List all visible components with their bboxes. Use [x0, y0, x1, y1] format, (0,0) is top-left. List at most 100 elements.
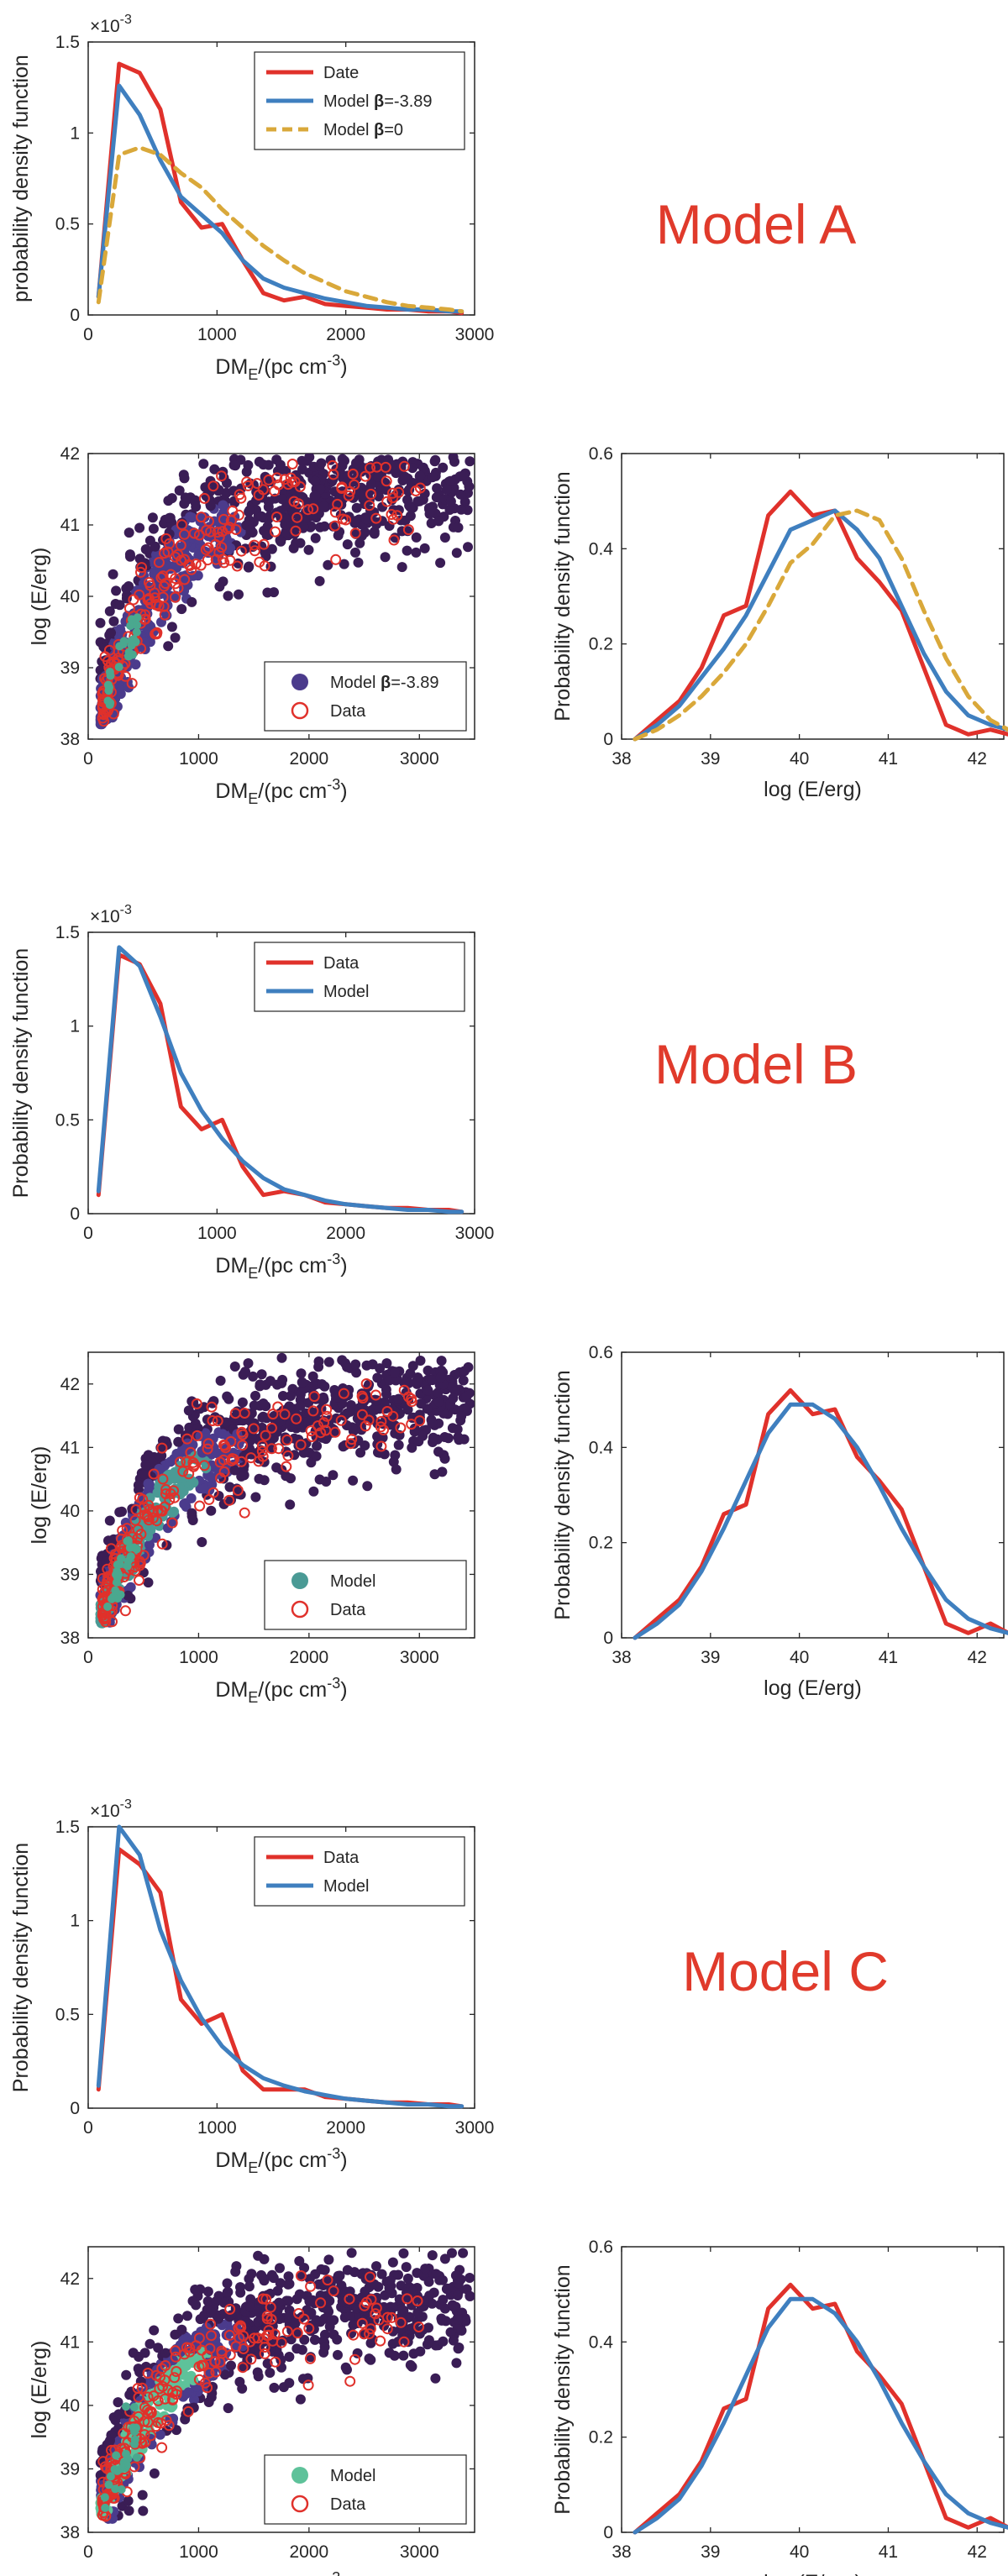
- A_scatter-data-point: [200, 543, 212, 555]
- B_scatter-model-point: [399, 1377, 410, 1388]
- A_scatter-model-point: [407, 463, 418, 474]
- B_scatter-model-point: [351, 1367, 362, 1378]
- C_scatter-model-point: [299, 2334, 310, 2345]
- C_scatter-model-point: [334, 2270, 345, 2281]
- B_scatter-data-point: [97, 1572, 108, 1584]
- C_scatter-model-point: [182, 2311, 192, 2322]
- B_scatter-data-point: [119, 1605, 131, 1617]
- C_scatter-ytick-label: 40: [60, 2396, 80, 2416]
- B_dm-xtick-label: 3000: [455, 1224, 495, 1243]
- B_scatter-model-point: [390, 1428, 401, 1439]
- A_scatter-model-point: [123, 581, 134, 591]
- A_scatter-model-point: [164, 528, 175, 539]
- B_dm-ytick-label: 1.5: [55, 923, 80, 942]
- B_scatter-model-point: [303, 1416, 314, 1427]
- A_scatter-model-point: [342, 539, 353, 550]
- B_scatter-model-point: [162, 1523, 173, 1534]
- A_dm-legend-label: Model β=-3.89: [323, 92, 433, 111]
- B_scatter-model-point: [218, 1498, 229, 1509]
- B_scatter-model-point: [313, 1361, 324, 1372]
- B_scatter-ytick-label: 39: [60, 1565, 80, 1584]
- C_scatter-data-point: [181, 2342, 192, 2353]
- C_scatter-model-point: [398, 2248, 409, 2259]
- chart-C_energy: 38 39 40 41 42 0 0.2 0.4 0.6 log (E/erg) Probabili…: [551, 2238, 1008, 2576]
- A_dm-xtick-label: 3000: [455, 325, 495, 344]
- C_scatter-model-point: [302, 2305, 312, 2316]
- B_scatter-model-point: [197, 1537, 207, 1547]
- A_scatter-model-point: [314, 575, 325, 586]
- C_dm-ylabel: Probability density function: [9, 1843, 33, 2092]
- A_scatter-model-point: [218, 500, 228, 511]
- B_scatter-data-point: [139, 1502, 150, 1514]
- B_scatter-data-point: [256, 1440, 268, 1451]
- C_scatter-data-point: [413, 2322, 425, 2332]
- B_dm-ytick-label: 1: [70, 1017, 80, 1036]
- A_scatter-model-point: [191, 501, 202, 512]
- A_scatter-model-point: [284, 493, 295, 504]
- A_scatter-model-point: [288, 543, 299, 553]
- C_energy-series-data: [633, 2282, 1008, 2535]
- A_scatter-data-point: [344, 485, 356, 497]
- B_scatter-data-point: [360, 1420, 371, 1432]
- C_scatter-model-point: [245, 2294, 256, 2305]
- A_dm-series-model-3-89: [96, 83, 465, 314]
- C_scatter-model-point: [387, 2338, 398, 2349]
- C_scatter-model-point: [369, 2279, 380, 2290]
- A_scatter-model-point: [424, 508, 435, 519]
- A_scatter-data-point: [216, 470, 228, 482]
- B_scatter-model-point: [169, 1473, 180, 1484]
- C_energy-ytick-label: 0.6: [589, 2238, 613, 2257]
- C_scatter-data-point: [193, 2374, 205, 2385]
- A_scatter-model-point: [170, 632, 181, 643]
- A_scatter-core-point: [106, 698, 115, 707]
- A_scatter-data-point: [128, 594, 139, 606]
- A_scatter-model-point: [414, 496, 425, 506]
- B_scatter-model-point: [428, 1432, 438, 1443]
- C_scatter-model-point: [144, 2338, 155, 2349]
- B_scatter-model-point: [433, 1397, 444, 1407]
- C_scatter-model-point: [274, 2314, 285, 2324]
- A_scatter-model-point: [205, 499, 216, 510]
- C_scatter-model-point: [405, 2359, 416, 2370]
- C_scatter-ytick-label: 41: [60, 2332, 80, 2352]
- B_energy-xlabel: log (E/erg): [764, 1676, 862, 1700]
- A_scatter-data-point: [160, 533, 172, 544]
- C_scatter-model-point: [298, 2374, 308, 2385]
- A_scatter-data-point: [135, 566, 146, 578]
- C_energy-ytick-label: 0.4: [589, 2332, 614, 2352]
- C_scatter-legend-box: [264, 2454, 467, 2525]
- A_scatter-model-point: [339, 559, 349, 569]
- C_scatter-model-point: [278, 2382, 289, 2393]
- A_scatter-data-point: [126, 678, 138, 690]
- A_scatter-model-point: [402, 545, 412, 556]
- A_scatter-data-point: [218, 513, 229, 525]
- C_scatter-model-point: [211, 2296, 222, 2307]
- A_scatter-data-point: [143, 593, 155, 604]
- C_scatter-model-point: [396, 2280, 407, 2291]
- A_scatter-data-point: [386, 487, 398, 499]
- A_scatter-data-point: [388, 534, 400, 546]
- A_scatter-model-point: [124, 549, 135, 560]
- C_scatter-model-point: [269, 2382, 280, 2393]
- C_scatter-data-point: [249, 2332, 260, 2344]
- A_scatter-data-point: [387, 513, 399, 525]
- B_scatter-model-point: [114, 1507, 125, 1518]
- C_dm-series-model: [96, 1824, 465, 2109]
- B_energy-ytick-label: 0.2: [589, 1534, 613, 1553]
- C_scatter-model-point: [272, 2285, 283, 2296]
- A_scatter-model-point: [453, 522, 464, 533]
- B_scatter-model-point: [381, 1384, 391, 1395]
- B_energy-xtick-label: 41: [879, 1648, 898, 1667]
- A_scatter-data-point: [162, 546, 174, 558]
- B_scatter-model-point: [104, 1515, 115, 1526]
- C_scatter-model-point: [380, 2290, 391, 2301]
- B_scatter-model-point: [255, 1381, 265, 1392]
- B_scatter-model-point: [195, 1403, 206, 1414]
- B_scatter-legend-box: [264, 1560, 467, 1630]
- A_scatter-model-point: [234, 589, 244, 600]
- C_scatter-model-point: [103, 2438, 114, 2449]
- B_energy-xtick-label: 38: [612, 1648, 631, 1667]
- A_scatter-data-point: [136, 562, 148, 574]
- C_scatter-data-point: [261, 2311, 273, 2322]
- C_scatter-model-point: [206, 2392, 217, 2403]
